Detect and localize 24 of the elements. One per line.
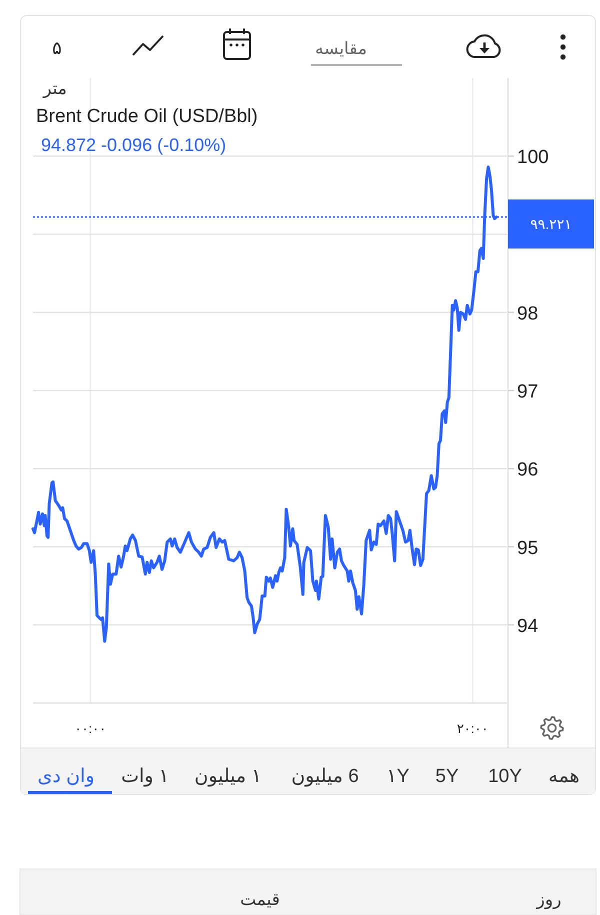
text: همه <box>548 766 580 787</box>
y-tick-label: 95 <box>517 538 538 559</box>
ref-line-label: ۹۹.۲۲۱ <box>530 216 572 232</box>
annotation: متر <box>42 79 67 99</box>
text: وان دی <box>37 766 95 787</box>
text: ۵ <box>52 38 62 58</box>
y-tick-label: 94 <box>517 616 539 637</box>
text: 5Y <box>435 766 459 787</box>
text: قیمت <box>240 890 280 909</box>
text: 94.872 -0.096 (-0.10%) <box>41 135 226 155</box>
y-tick-label: 100 <box>517 147 549 168</box>
text: مقایسه <box>315 39 367 58</box>
text: روز <box>536 890 562 910</box>
y-tick-label: 96 <box>517 460 538 481</box>
text: 6 میلیون <box>291 766 359 787</box>
x-tick-label: ۲۰:۰۰ <box>456 721 488 736</box>
text: 10Y <box>488 766 522 787</box>
y-tick-label: 97 <box>517 382 538 402</box>
text: ۱ وات <box>121 766 169 787</box>
x-tick-label: ۰۰:۰۰ <box>74 721 106 736</box>
text: ۱Y <box>386 766 410 787</box>
y-tick-label: 98 <box>517 303 538 324</box>
text: Brent Crude Oil (USD/Bbl) <box>36 106 258 127</box>
text: ۱ میلیون <box>194 766 262 787</box>
